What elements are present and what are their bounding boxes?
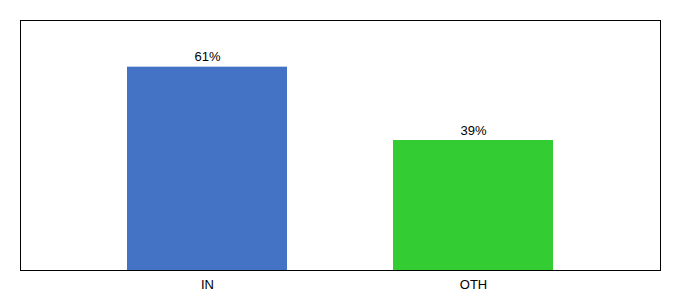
svg-text:IN: IN	[201, 277, 214, 292]
svg-text:39%: 39%	[460, 123, 486, 138]
svg-text:OTH: OTH	[460, 277, 487, 292]
svg-text:61%: 61%	[194, 49, 220, 64]
